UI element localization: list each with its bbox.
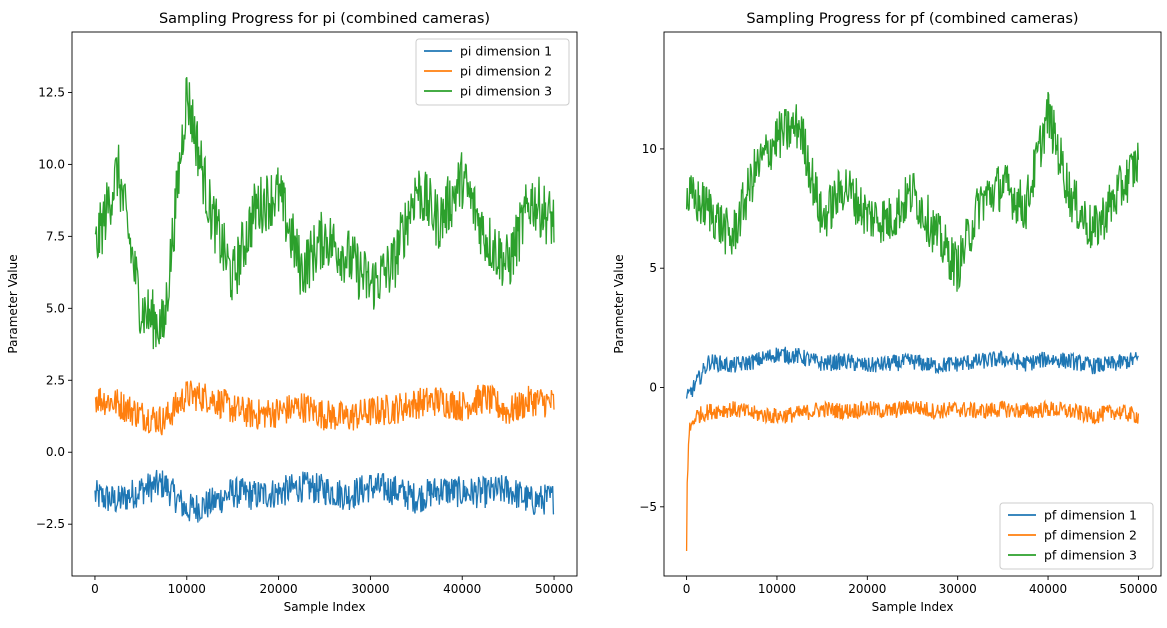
- series-line-1: [94, 469, 555, 523]
- legend-entry: pf dimension 1: [1044, 508, 1137, 523]
- legend-entry: pi dimension 3: [460, 84, 552, 99]
- x-tick-label: 10000: [168, 582, 206, 596]
- plot-frame: [71, 31, 578, 577]
- x-tick-label: 50000: [535, 582, 573, 596]
- legend-box: [999, 502, 1154, 570]
- x-tick-label: 50000: [1119, 582, 1157, 596]
- plot-frame: [663, 31, 1162, 577]
- series-line-1: [685, 346, 1139, 399]
- legend-entry: pf dimension 3: [1044, 548, 1137, 563]
- x-axis-label: Sample Index: [284, 600, 366, 614]
- x-tick-label: 20000: [259, 582, 297, 596]
- x-tick-label: 20000: [848, 582, 886, 596]
- series-line-2: [685, 399, 1140, 552]
- chart-title: Sampling Progress for pi (combined camer…: [159, 11, 490, 27]
- y-tick-label: 12.5: [38, 85, 65, 99]
- legend-entry: pf dimension 2: [1044, 528, 1137, 543]
- y-tick-label: 0: [649, 381, 657, 395]
- x-tick-label: 10000: [758, 582, 796, 596]
- y-tick-label: 10: [642, 142, 657, 156]
- y-tick-label: 2.5: [46, 373, 65, 387]
- x-axis-label: Sample Index: [872, 600, 954, 614]
- legend: pi dimension 1 pi dimension 2 pi dimension…: [415, 38, 570, 106]
- legend-entry: pi dimension 1: [460, 44, 552, 59]
- y-axis-label: Parameter Value: [6, 254, 20, 353]
- chart-title: Sampling Progress for pf (combined camer…: [746, 11, 1078, 27]
- y-axis-label: Parameter Value: [612, 254, 626, 353]
- x-tick-label: 40000: [443, 582, 481, 596]
- chart-1: 0 10000 20000 30000 40000 50000 −2.5 0.0 2.5 5.0 7…: [6, 11, 578, 614]
- y-tick-label: 0.0: [46, 445, 65, 459]
- y-tick-label: −2.5: [36, 517, 65, 531]
- series-line-3: [685, 91, 1140, 292]
- y-tick-label: 5: [649, 261, 657, 275]
- legend-entry: pi dimension 2: [460, 64, 552, 79]
- legend-box: [415, 38, 570, 106]
- x-tick-label: 40000: [1029, 582, 1067, 596]
- x-tick-label: 0: [683, 582, 691, 596]
- legend: pf dimension 1 pf dimension 2 pf dimension…: [999, 502, 1154, 570]
- y-tick-label: 7.5: [46, 229, 65, 243]
- series-line-2: [94, 380, 555, 436]
- y-tick-label: 5.0: [46, 301, 65, 315]
- series-line-3: [94, 77, 555, 350]
- x-tick-label: 30000: [351, 582, 389, 596]
- y-tick-label: −5: [639, 500, 657, 514]
- x-tick-label: 0: [91, 582, 99, 596]
- chart-2: 0 10000 20000 30000 40000 50000 −5 0 5 10 Sampling…: [612, 11, 1162, 614]
- x-tick-label: 30000: [939, 582, 977, 596]
- y-tick-label: 10.0: [38, 157, 65, 171]
